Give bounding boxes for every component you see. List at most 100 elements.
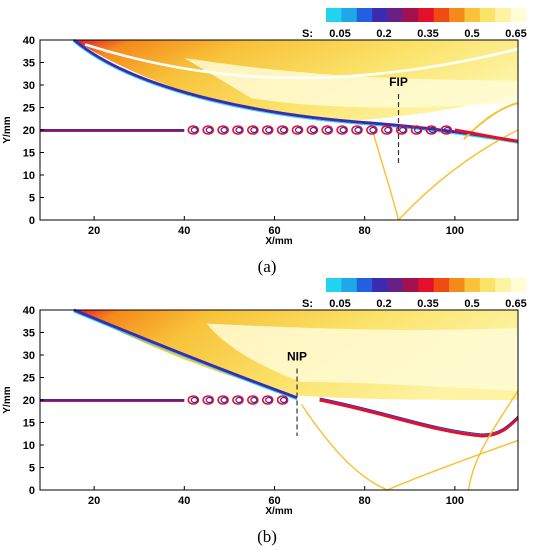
- y-tick-label: 25: [23, 373, 35, 385]
- colorbar-swatch: [464, 278, 481, 292]
- colorbar-tick-label: 0.65: [505, 28, 526, 40]
- vortex: [336, 125, 348, 135]
- vortex-core: [369, 126, 377, 134]
- colorbar-swatch: [495, 278, 512, 292]
- vortex-core: [265, 126, 273, 134]
- x-tick-label: 60: [268, 495, 280, 507]
- colorbar-swatch: [433, 278, 450, 292]
- vortex-core: [265, 396, 273, 404]
- y-tick-label: 0: [29, 485, 35, 497]
- colorbar-swatch: [372, 278, 388, 292]
- white-band: [84, 43, 519, 80]
- y-tick-label: 5: [29, 463, 35, 475]
- light-patch: [184, 58, 518, 108]
- x-axis-label-a: X/mm: [265, 236, 292, 247]
- colorbar-swatch: [449, 8, 465, 22]
- vortex-core: [190, 396, 198, 404]
- colorbar-b: [326, 278, 527, 292]
- vortex: [425, 125, 438, 135]
- colorbar-tick-label: 0.5: [464, 298, 479, 310]
- panel-label-a: (a): [258, 257, 277, 276]
- annotation-fip: FIP: [389, 75, 408, 89]
- y-ticks-a: 0 5 10 15 20 25 30 35 40: [23, 35, 44, 227]
- colorbar-swatch: [510, 278, 527, 292]
- colorbar-swatch: [479, 278, 496, 292]
- panel-a: S: 0.05 0.2 0.35 0.5 0.65 20 40 60 80 100 0 5 10 15…: [2, 8, 527, 276]
- vortex-core: [309, 126, 317, 134]
- colorbar-swatch: [356, 278, 373, 292]
- vortex: [395, 125, 408, 135]
- y-ticks-b: 0 5 10 15 20 25 30 35 40: [23, 305, 44, 497]
- colorbar-tick-label: 0.05: [329, 28, 350, 40]
- vortex-core: [220, 126, 228, 134]
- vortex: [217, 125, 229, 135]
- colorbar-swatch: [341, 278, 358, 292]
- colorbar-swatch: [326, 8, 342, 22]
- y-tick-label: 30: [23, 80, 35, 92]
- vortex: [261, 125, 274, 135]
- y-tick-label: 15: [23, 418, 35, 430]
- x-ticks-a: 20 40 60 80 100: [88, 216, 464, 237]
- y-tick-label: 40: [23, 35, 35, 47]
- y-tick-label: 35: [23, 328, 35, 340]
- x-tick-label: 20: [88, 225, 100, 237]
- vortex-core: [235, 126, 243, 134]
- vortex: [291, 125, 304, 135]
- y-tick-label: 30: [23, 350, 35, 362]
- colorbar-swatch: [464, 8, 481, 22]
- vortex: [247, 125, 259, 135]
- light-patch: [206, 323, 518, 391]
- vortex-core: [354, 126, 362, 134]
- disturbed-layer-edge: [319, 397, 519, 435]
- vortex: [366, 125, 378, 135]
- vortex-core: [443, 126, 451, 134]
- y-tick-label: 20: [23, 125, 35, 137]
- vortex: [276, 395, 289, 405]
- x-tick-label: 80: [359, 495, 371, 507]
- colorbar-swatch: [418, 278, 435, 292]
- vortex: [247, 395, 259, 405]
- vortex-core: [339, 126, 347, 134]
- colorbar-tick-label: 0.05: [329, 298, 350, 310]
- upper-wave: [463, 102, 519, 140]
- secondary-shock: [467, 390, 519, 491]
- colorbar-swatch: [402, 278, 419, 292]
- vortex: [232, 125, 244, 135]
- colorbar-tick-label: 0.35: [417, 28, 438, 40]
- y-tick-label: 15: [23, 148, 35, 160]
- colorbar-tick-label: 0.35: [417, 298, 438, 310]
- vortex-core: [235, 396, 243, 404]
- field-b: [40, 308, 520, 491]
- colorbar-label-a: S:: [302, 28, 313, 40]
- vortex: [380, 125, 393, 135]
- y-axis-label-a: Y/mm: [2, 116, 13, 143]
- vortex-core: [205, 396, 213, 404]
- y-tick-label: 25: [23, 103, 35, 115]
- colorbar-swatch: [495, 8, 512, 22]
- shock-edge: [73, 41, 519, 144]
- colorbar-tick-label: 0.2: [376, 28, 391, 40]
- y-tick-label: 40: [23, 305, 35, 317]
- x-tick-label: 100: [446, 225, 464, 237]
- x-tick-label: 60: [268, 225, 280, 237]
- y-tick-label: 10: [23, 440, 35, 452]
- colorbar-tick-label: 0.5: [464, 28, 479, 40]
- colorbar-swatch: [418, 8, 435, 22]
- vortex: [321, 125, 334, 135]
- vortex: [440, 125, 453, 135]
- vortex: [351, 125, 363, 135]
- vortex-core: [250, 396, 258, 404]
- x-tick-label: 80: [359, 225, 371, 237]
- vortex-core: [280, 126, 288, 134]
- vortex-core: [324, 126, 332, 134]
- colorbar-swatch: [372, 8, 388, 22]
- colorbar-tick-label: 0.2: [376, 298, 391, 310]
- vortex-core: [205, 126, 213, 134]
- vortex-core: [294, 126, 303, 134]
- y-tick-label: 35: [23, 58, 35, 70]
- vortex-core: [280, 396, 288, 404]
- vortex: [202, 395, 215, 405]
- vortex: [187, 125, 200, 135]
- y-tick-label: 0: [29, 215, 35, 227]
